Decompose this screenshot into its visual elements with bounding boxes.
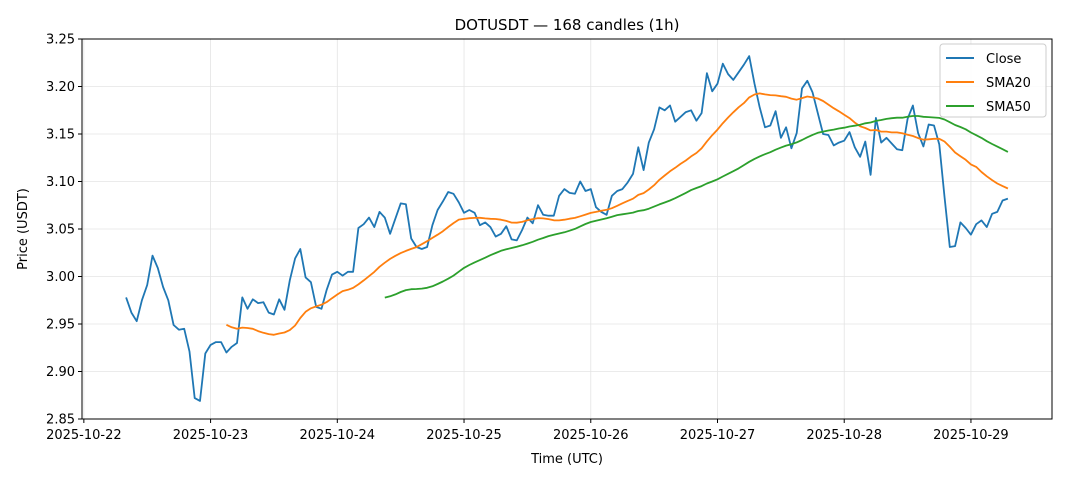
- legend-label-sma50: SMA50: [986, 100, 1031, 115]
- y-tick-label: 3.10: [46, 175, 75, 190]
- y-axis-label: Price (USDT): [16, 188, 31, 270]
- x-tick-label: 2025-10-29: [933, 428, 1009, 443]
- legend-label-sma20: SMA20: [986, 76, 1031, 91]
- y-tick-label: 3.15: [46, 128, 75, 143]
- legend: Close SMA20 SMA50: [939, 43, 1047, 118]
- y-tick-label: 2.95: [46, 318, 75, 333]
- x-axis-label: Time (UTC): [530, 452, 603, 467]
- y-tick-label: 3.20: [46, 80, 75, 95]
- x-tick-label: 2025-10-27: [680, 428, 756, 443]
- y-tick-label: 3.05: [46, 223, 75, 238]
- x-tick-label: 2025-10-25: [426, 428, 502, 443]
- grid: [82, 38, 1052, 420]
- y-tick-label: 3.00: [46, 270, 75, 285]
- x-tick-label: 2025-10-24: [300, 428, 376, 443]
- y-tick-label: 3.25: [46, 33, 75, 48]
- x-tick-label: 2025-10-23: [173, 428, 249, 443]
- series-line-sma20: [226, 92, 1009, 336]
- y-tick-label: 2.85: [46, 413, 75, 428]
- chart-title: DOTUSDT — 168 candles (1h): [455, 16, 680, 34]
- series-line-sma50: [384, 115, 1009, 299]
- series-line-close: [125, 55, 1009, 402]
- y-tick-label: 2.90: [46, 365, 75, 380]
- legend-label-close: Close: [986, 52, 1021, 67]
- x-axis: 2025-10-22 2025-10-23 2025-10-24 2025-10-25…: [46, 419, 1009, 443]
- legend-box: [939, 43, 1047, 118]
- x-tick-label: 2025-10-22: [46, 428, 122, 443]
- x-tick-label: 2025-10-28: [806, 428, 882, 443]
- x-tick-label: 2025-10-26: [553, 428, 629, 443]
- series-lines: [125, 55, 1009, 402]
- y-axis: 2.85 2.90 2.95 3.00 3.05 3.10 3.15 3.20 3.25: [46, 33, 82, 428]
